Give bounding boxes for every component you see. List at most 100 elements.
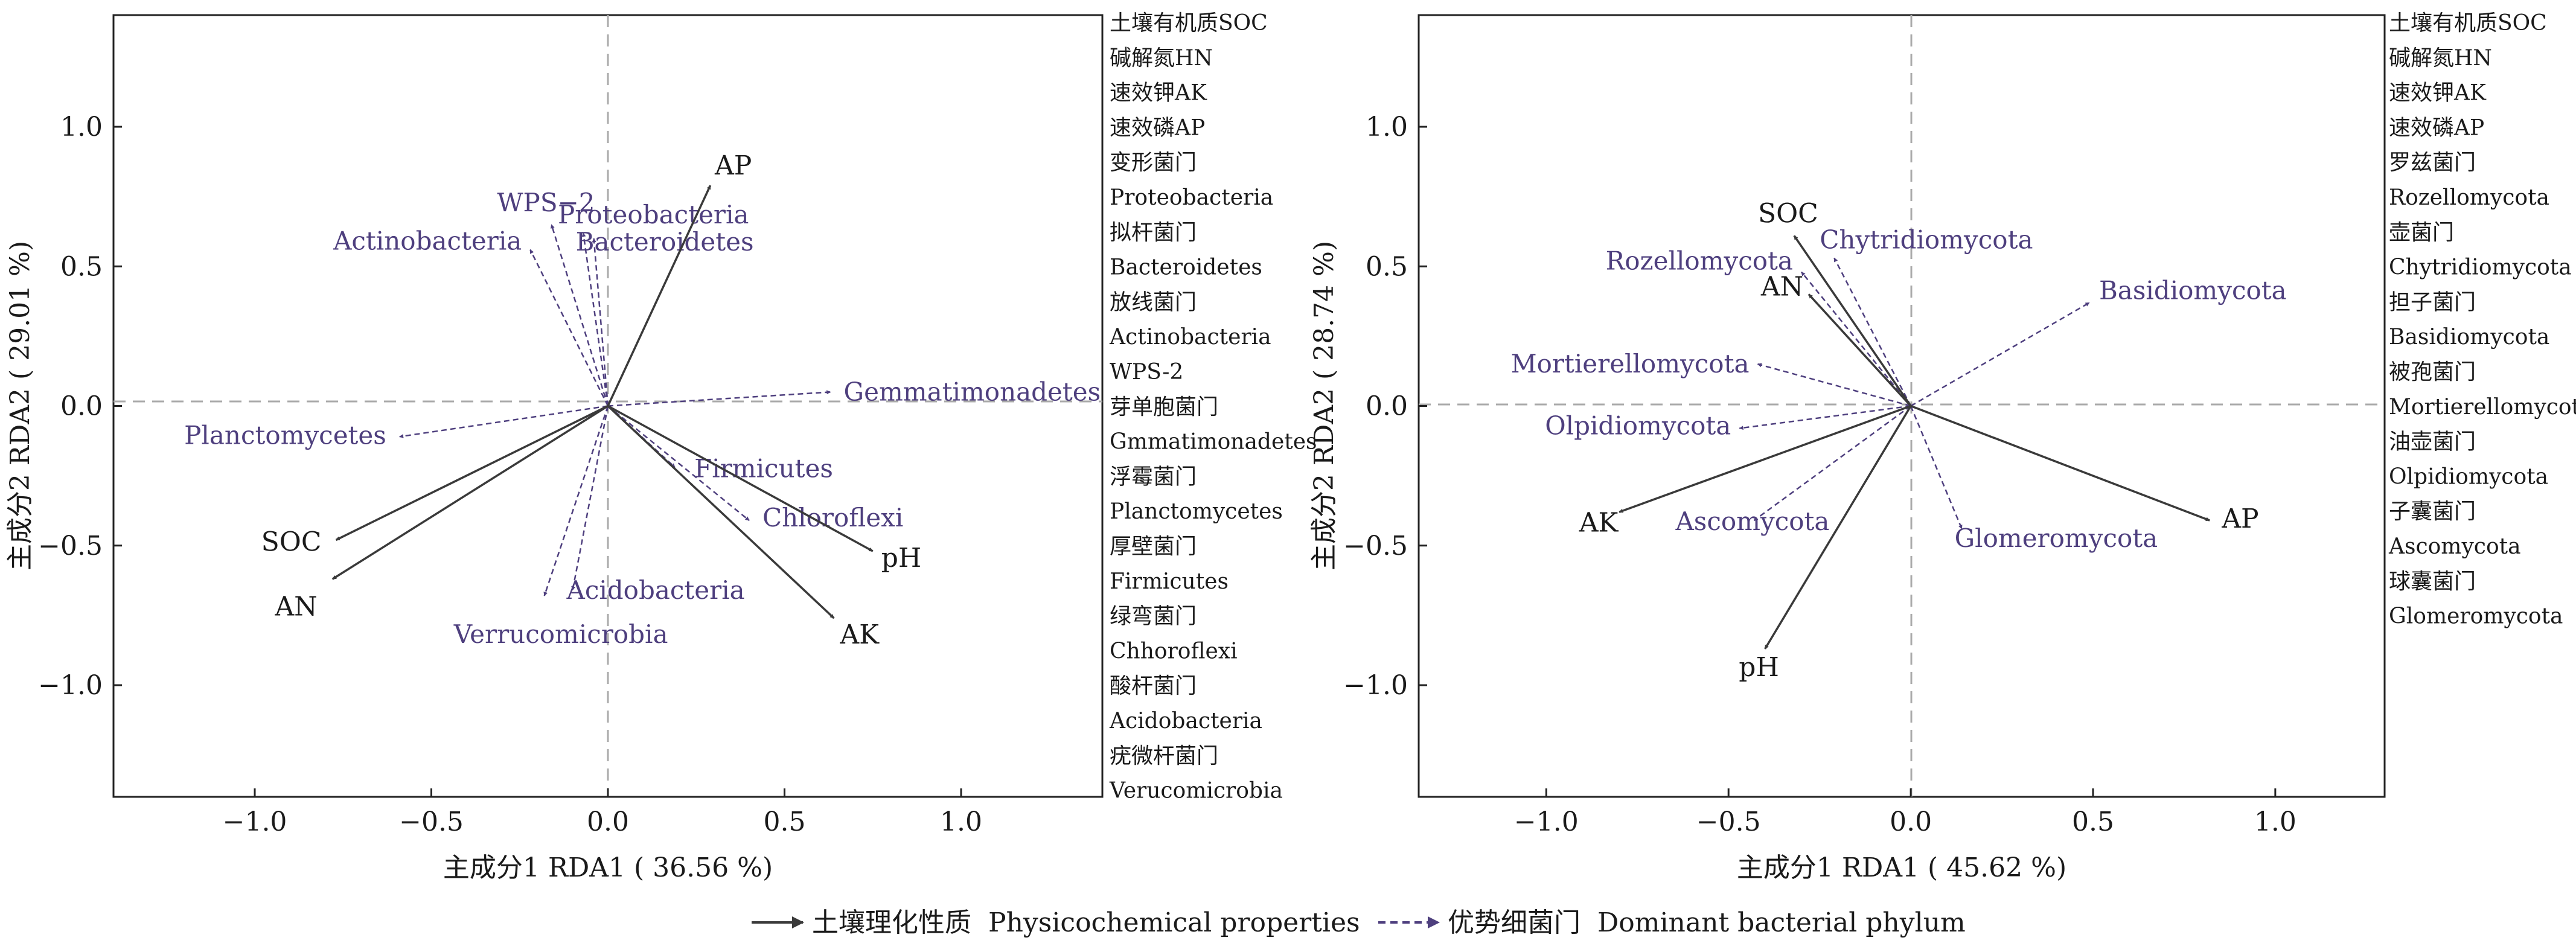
species-label-chloroflexi: Chloroflexi — [762, 503, 903, 532]
species-arrow-planctomycetes — [399, 405, 609, 438]
x-tick-label: 1.0 — [2254, 807, 2296, 837]
env-arrow-an — [331, 405, 609, 580]
species-legend-label: 优势细菌门 Dominant bacterial phylum — [1448, 907, 1966, 938]
x-tick-label: 0.5 — [2072, 807, 2114, 837]
environment-vectors: AP SOC AN pH AK — [261, 150, 922, 650]
legend-entry: Ascomycota — [2388, 534, 2521, 559]
legend-entry: 绿弯菌门 — [1110, 604, 1197, 629]
species-label-actinobacteria: Actinobacteria — [333, 226, 522, 256]
species-arrow-acidobacteria — [571, 406, 609, 591]
legend-entry: 速效钾AK — [1110, 81, 1207, 106]
species-label-acidobacteria: Acidobacteria — [566, 575, 745, 605]
species-vectors: Rozellomycota Chytridiomycota Basidiomycot… — [1511, 225, 2287, 553]
bottom-legend: 土壤理化性质 Physicochemical properties 优势细菌门 … — [752, 907, 1966, 938]
species-label-bacteroidetes: Bacteroidetes — [576, 227, 754, 257]
species-arrow-rozellomycota — [1800, 271, 1912, 407]
legend-entry: 酸杆菌门 — [1110, 674, 1197, 698]
y-tick-label: −0.5 — [1343, 531, 1408, 561]
env-arrow-ak — [607, 405, 835, 619]
x-tick-label: −0.5 — [399, 807, 464, 837]
y-tick-label: 0.5 — [60, 251, 103, 282]
x-tick-label: 0.5 — [764, 807, 806, 837]
legend-entry: Rozellomycota — [2389, 185, 2549, 210]
species-arrow-glomeromycota — [1910, 406, 1963, 529]
species-arrow-verrucomicrobia — [543, 406, 609, 596]
species-label-glomeromycota: Glomeromycota — [1955, 523, 2158, 553]
legend-entry: 拟杆菌门 — [1110, 220, 1197, 245]
x-tick-label: 1.0 — [940, 807, 982, 837]
legend-entry: 罗兹菌门 — [2389, 150, 2476, 175]
legend-entry: WPS-2 — [1110, 360, 1183, 385]
legend-entry: 浮霉菌门 — [1110, 464, 1197, 489]
species-arrow-wps-2 — [550, 224, 609, 406]
species-arrow-proteobacteria — [581, 232, 609, 406]
species-label-gemmatimonadetes: Gemmatimonadetes — [844, 377, 1101, 406]
env-arrow-an — [1807, 293, 1912, 407]
y-tick-label: 0.0 — [1366, 391, 1408, 422]
y-axis-title: 主成分2 RDA2 ( 28.74 %) — [1309, 241, 1340, 570]
legend-entry: Chytridiomycota — [2389, 255, 2572, 280]
y-tick-label: −1.0 — [38, 670, 103, 701]
species-arrow-chytridiomycota — [1833, 257, 1912, 407]
species-arrow-mortierellomycota — [1757, 363, 1911, 407]
env-legend-label: 土壤理化性质 Physicochemical properties — [812, 907, 1360, 938]
x-tick-label: 0.0 — [1890, 807, 1932, 837]
legend-entry: Acidobacteria — [1109, 709, 1262, 733]
legend-entry: 疣微杆菌门 — [1110, 744, 1218, 768]
rda-panel-fungi: −1.0 −0.5 0.0 0.5 1.0 −1.0 −0.5 0.0 0.5 1.0 Roze… — [1309, 11, 2576, 883]
species-arrow-olpidiomycota — [1739, 405, 1911, 430]
species-label-proteobacteria: Proteobacteria — [558, 200, 749, 229]
y-tick-label: 1.0 — [1366, 112, 1408, 142]
env-arrow-soc — [1793, 235, 1912, 407]
env-arrow-ph — [1764, 405, 1912, 650]
env-arrow-ap — [1910, 404, 2210, 522]
env-label-ap: AP — [714, 150, 752, 181]
legend-entry: 土壤有机质SOC — [1110, 11, 1268, 36]
y-ticks: −1.0 −0.5 0.0 0.5 1.0 — [1343, 112, 1427, 701]
series-legend: 土壤有机质SOC 碱解氮HN 速效钾AK 速效磷AP 罗兹菌门 Rozellomycota… — [2388, 11, 2576, 629]
legend-entry: 变形菌门 — [1110, 150, 1197, 175]
env-arrow-ak — [1619, 404, 1911, 513]
legend-entry: 被孢菌门 — [2389, 360, 2476, 385]
legend-entry: 速效磷AP — [2389, 115, 2484, 140]
species-label-mortierellomycota: Mortierellomycota — [1511, 349, 1750, 379]
legend-entry: Glomeromycota — [2389, 604, 2563, 629]
legend-entry: Verucomicrobia — [1109, 779, 1283, 803]
env-arrow-ap — [607, 185, 712, 407]
species-label-wps-2: WPS−2 — [497, 188, 595, 217]
legend-entry: Olpidiomycota — [2389, 464, 2548, 489]
env-label-ak: AK — [839, 619, 880, 650]
legend-entry: 壶菌门 — [2389, 220, 2454, 245]
rda-panel-bacteria: −1.0 −0.5 0.0 0.5 1.0 −1.0 −0.5 0.0 0.5 1.0 WPS−… — [5, 11, 1317, 883]
env-arrow-ph — [607, 404, 874, 552]
x-axis-title: 主成分1 RDA1 ( 45.62 %) — [1737, 852, 2066, 883]
legend-entry: 碱解氮HN — [1110, 46, 1213, 71]
legend-entry: Proteobacteria — [1110, 185, 1273, 210]
y-axis-title: 主成分2 RDA2 ( 29.01 %) — [5, 241, 36, 570]
legend-entry: Basidiomycota — [2389, 325, 2549, 350]
env-label-an: AN — [1760, 272, 1803, 302]
y-tick-label: 1.0 — [60, 112, 103, 142]
x-ticks: −1.0 −0.5 0.0 0.5 1.0 — [223, 788, 982, 837]
species-label-verrucomicrobia: Verrucomicrobia — [453, 619, 668, 649]
legend-entry: 子囊菌门 — [2389, 499, 2476, 524]
environment-vectors: SOC AN AK AP pH — [1579, 198, 2259, 683]
x-axis-title: 主成分1 RDA1 ( 36.56 %) — [443, 852, 773, 883]
env-label-an: AN — [274, 591, 317, 622]
x-ticks: −1.0 −0.5 0.0 0.5 1.0 — [1514, 788, 2296, 837]
x-tick-label: 0.0 — [587, 807, 629, 837]
species-arrow-basidiomycota — [1910, 302, 2090, 407]
y-tick-label: 0.0 — [60, 391, 103, 422]
y-tick-label: −1.0 — [1343, 670, 1408, 701]
species-arrow-actinobacteria — [529, 249, 609, 407]
species-arrow-ascomycota — [1753, 405, 1911, 522]
legend-entry: 厚壁菌门 — [1110, 534, 1197, 559]
env-label-ak: AK — [1579, 507, 1619, 538]
species-label-firmicutes: Firmicutes — [694, 453, 833, 483]
legend-entry: 担子菌门 — [2389, 290, 2476, 315]
x-tick-label: −1.0 — [1514, 807, 1579, 837]
legend-entry: Mortierellomycota — [2389, 395, 2576, 420]
species-arrow-bacteroidetes — [592, 238, 609, 406]
